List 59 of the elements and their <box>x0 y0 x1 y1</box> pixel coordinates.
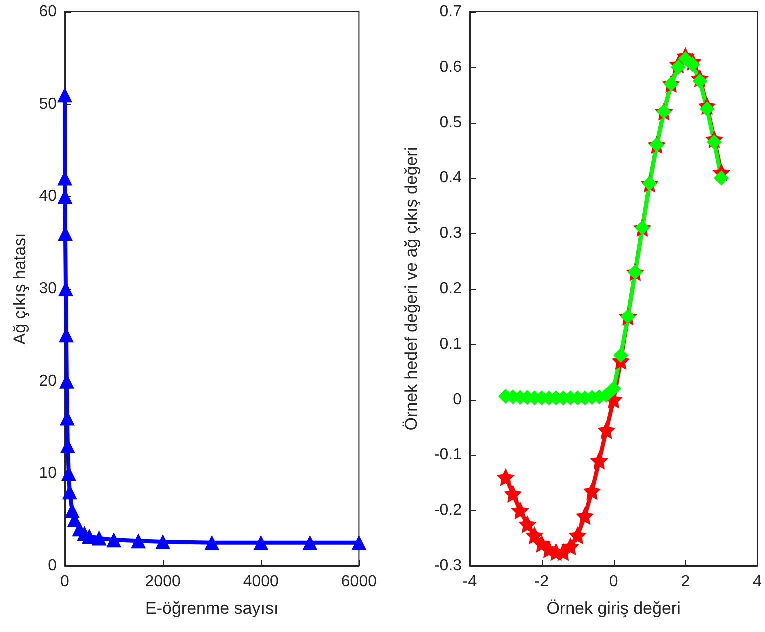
point <box>598 421 616 440</box>
x-tick-label: 0 <box>60 574 70 590</box>
y-tick-label: 60 <box>39 4 58 20</box>
y-tick-label: -0.1 <box>434 446 462 464</box>
x-tick-label: 0 <box>609 574 618 590</box>
point <box>496 468 515 486</box>
y-tick-label: 0 <box>48 558 58 574</box>
y-tick-label: 30 <box>39 280 58 298</box>
y-tick-label: 0.5 <box>440 114 462 132</box>
point <box>613 348 628 363</box>
y-tick-label: 0 <box>453 391 462 408</box>
point <box>131 534 146 549</box>
y-tick-label: 0.6 <box>440 58 462 76</box>
x-tick-label: 4 <box>753 574 762 590</box>
point <box>511 502 530 520</box>
point <box>106 532 122 548</box>
y-tick-label: 0.1 <box>440 336 462 353</box>
point <box>714 170 730 186</box>
point <box>562 538 580 556</box>
x-tick-label: 6000 <box>341 574 378 590</box>
y-axis-title: Ağ çıkış hatası <box>10 233 30 345</box>
x-tick-label: 4000 <box>243 574 280 590</box>
y-tick-label: 50 <box>39 96 58 113</box>
point <box>204 535 220 550</box>
point <box>706 134 722 150</box>
point <box>583 482 602 500</box>
point <box>590 452 608 470</box>
x-axis-title: E-öğrenme sayısı <box>145 599 279 618</box>
y-tick-label: 10 <box>39 465 58 482</box>
point <box>302 535 318 550</box>
y-tick-label: -0.3 <box>434 558 462 574</box>
y-tick-label: -0.2 <box>434 502 462 520</box>
y-tick-label: 0.3 <box>440 225 462 242</box>
y-tick-label: 40 <box>39 188 58 206</box>
point <box>576 507 594 526</box>
point <box>526 526 544 545</box>
point <box>352 535 367 550</box>
point <box>254 535 269 550</box>
point <box>670 60 686 75</box>
point <box>156 534 171 550</box>
point <box>504 484 522 503</box>
point <box>568 526 587 545</box>
x-axis-title: Örnek giriş değeri <box>546 599 681 618</box>
point <box>518 515 537 534</box>
y-tick-label: 0.2 <box>440 280 462 298</box>
point <box>685 57 700 72</box>
point <box>700 101 715 116</box>
x-tick-label: -4 <box>462 574 478 590</box>
y-tick-label: 0.4 <box>440 170 462 187</box>
x-tick-label: -2 <box>534 574 550 590</box>
y-tick-label: 0.7 <box>440 4 462 20</box>
point <box>606 381 622 396</box>
x-tick-label: 2 <box>681 574 690 590</box>
y-axis-title: Örnek hedef değeri ve ağ çıkış değeri <box>402 147 421 431</box>
point <box>692 74 708 89</box>
y-tick-label: 20 <box>39 372 58 390</box>
point <box>58 88 72 103</box>
x-tick-label: 2000 <box>145 574 181 590</box>
point <box>92 530 107 546</box>
